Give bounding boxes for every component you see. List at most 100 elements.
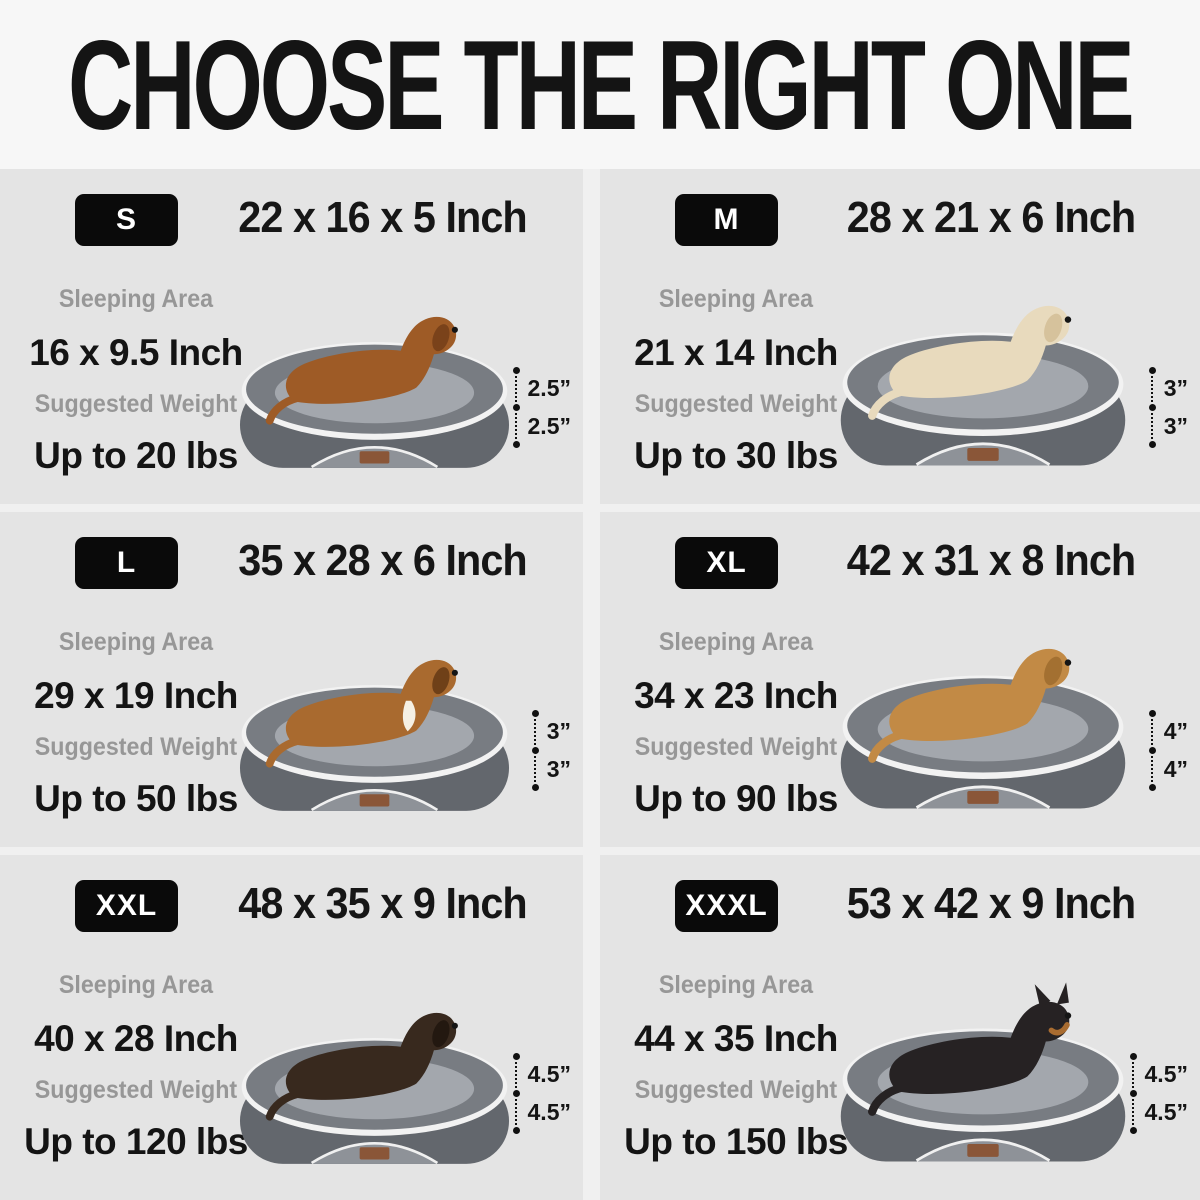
size-panel: L 35 x 28 x 6 Inch Sleeping Area 29 x 19… [0,512,583,847]
dog-illustration [265,1012,458,1121]
dog-muzzle [1048,1022,1070,1036]
dog-body [889,305,1070,398]
brand-tag [967,1143,999,1157]
bed-front-piping [310,1141,439,1165]
dog-body [285,1012,457,1100]
suggested-weight-label: Suggested Weight [634,390,838,418]
brand-tag [359,1147,390,1160]
bolster-height-top: 2.5” [527,375,571,401]
dog-bed-illustration [239,659,510,812]
brand-tag [359,794,390,807]
page-title: CHOOSE THE RIGHT ONE [68,12,1135,156]
dog-illustration [265,316,458,425]
sleeping-area-label: Sleeping Area [658,628,814,656]
dotted-measure-line [512,1053,520,1134]
bolster-height-top: 4” [1163,718,1188,744]
dog-bed-illustration [239,1012,510,1165]
suggested-weight-value: Up to 90 lbs [634,778,838,819]
dog-nose [451,669,458,676]
suggested-weight-label: Suggested Weight [34,1076,238,1104]
size-badge: S [75,194,178,246]
bolster-height-bottom: 4.5” [1144,1099,1188,1125]
brand-tag [967,790,999,804]
dog-bed-illustration [840,305,1126,466]
dog-nose [451,326,458,333]
size-badge: M [675,194,778,246]
bed-dimensions: 42 x 31 x 8 Inch [846,536,1136,585]
bolster-height-measure: 3” 3” [531,710,571,791]
dog-nose [1064,316,1072,323]
bolster-height-bottom: 3” [1163,413,1188,439]
bolster-height-measure: 3” 3” [1148,367,1188,448]
dog-body [285,316,457,404]
suggested-weight-label: Suggested Weight [34,390,238,418]
bolster-height-measure: 4.5” 4.5” [1129,1053,1188,1134]
bed-dimensions: 48 x 35 x 9 Inch [238,879,527,928]
size-panel: XL 42 x 31 x 8 Inch Sleeping Area 34 x 2… [600,512,1200,847]
bed-front-piping [915,785,1051,809]
sleeping-area-value: 21 x 14 Inch [634,332,838,373]
suggested-weight-value: Up to 50 lbs [34,778,238,819]
dog-ear-icon [1044,313,1063,343]
dotted-measure-line [531,710,539,791]
dog-bed-photo [226,264,523,504]
size-grid: S 22 x 16 x 5 Inch Sleeping Area 16 x 9.… [0,169,1200,1200]
dog-bed-photo [826,950,1140,1200]
dog-body [889,648,1070,741]
sleeping-area-value: 29 x 19 Inch [34,675,238,716]
bolster-height-top: 4.5” [1144,1061,1188,1087]
sleeping-area-label: Sleeping Area [58,971,214,999]
size-panel: XXL 48 x 35 x 9 Inch Sleeping Area 40 x … [0,855,583,1200]
dog-ear-icon [432,1020,450,1048]
bolster-height-top: 3” [546,718,571,744]
bolster-height-measure: 2.5” 2.5” [512,367,571,448]
bolster-height-bottom: 3” [546,756,571,782]
bed-dimensions: 35 x 28 x 6 Inch [238,536,527,585]
suggested-weight-value: Up to 150 lbs [624,1121,848,1162]
size-badge: XXL [75,880,178,932]
suggested-weight-value: Up to 30 lbs [634,435,838,476]
dog-nose [1064,659,1072,666]
sleeping-area-label: Sleeping Area [658,971,814,999]
bed-front-piping [915,1138,1051,1162]
sleeping-area-label: Sleeping Area [58,285,214,313]
sleeping-area-value: 34 x 23 Inch [634,675,838,716]
size-panel: M 28 x 21 x 6 Inch Sleeping Area 21 x 14… [600,169,1200,504]
dog-body [285,659,457,747]
dog-bed-photo [226,607,523,847]
dog-illustration [868,305,1072,420]
sleeping-area-value: 16 x 9.5 Inch [29,332,243,373]
bolster-height-bottom: 4” [1163,756,1188,782]
dog-bed-photo [826,607,1140,847]
bed-front-piping [915,442,1051,466]
suggested-weight-label: Suggested Weight [634,733,838,761]
bed-dimensions: 22 x 16 x 5 Inch [238,193,527,242]
dog-illustration [265,659,458,768]
dotted-measure-line [512,367,520,448]
dog-bed-photo [826,264,1140,504]
size-badge: L [75,537,178,589]
bolster-height-bottom: 4.5” [527,1099,571,1125]
bed-front-piping [310,788,439,812]
dog-body [889,1001,1070,1094]
size-panel: XXXL 53 x 42 x 9 Inch Sleeping Area 44 x… [600,855,1200,1200]
bolster-height-top: 4.5” [527,1061,571,1087]
sleeping-area-value: 44 x 35 Inch [634,1018,838,1059]
bolster-height-bottom: 2.5” [527,413,571,439]
dog-nose [451,1022,458,1029]
bolster-height-measure: 4.5” 4.5” [512,1053,571,1134]
sleeping-area-value: 40 x 28 Inch [34,1018,238,1059]
dog-illustration [868,982,1072,1116]
dog-bed-illustration [840,982,1126,1162]
suggested-weight-value: Up to 20 lbs [34,435,238,476]
dog-ear-icon [432,324,450,352]
bed-dimensions: 28 x 21 x 6 Inch [846,193,1136,242]
sleeping-area-label: Sleeping Area [58,628,214,656]
dog-chest-patch [402,700,416,732]
dog-nose [1064,1012,1072,1019]
bolster-height-measure: 4” 4” [1148,710,1188,791]
dotted-measure-line [1129,1053,1137,1134]
size-badge: XL [675,537,778,589]
dog-ear-icon [432,667,450,695]
suggested-weight-value: Up to 120 lbs [24,1121,248,1162]
